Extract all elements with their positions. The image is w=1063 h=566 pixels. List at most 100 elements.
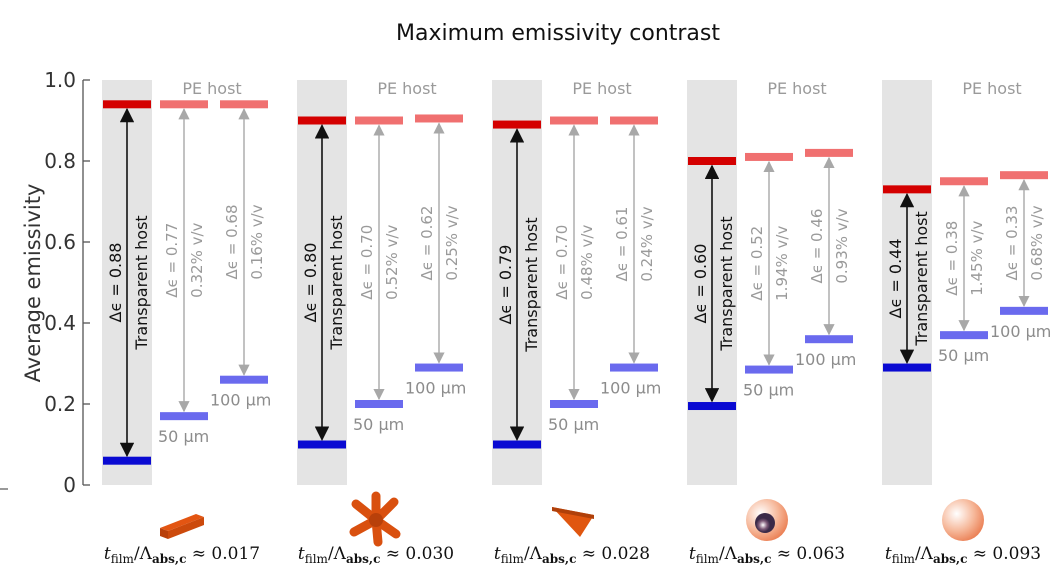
hollow-sphere-particle-icon: [746, 499, 788, 541]
ratio-label: tfilm/Λabs,c ≈ 0.063: [689, 544, 845, 566]
y-tick-label: 0.6: [44, 230, 76, 254]
sphere-particle-icon: [942, 499, 984, 541]
y-axis: 0 0.2 0.4 0.6 0.8 1.0: [0, 68, 90, 497]
pe-high-marker: [940, 177, 988, 186]
particle-size-label: 50 µm: [743, 381, 794, 400]
transparent-high-marker: [493, 120, 541, 129]
pe-concentration-label: 0.93% v/v: [833, 208, 851, 283]
transparent-high-marker: [298, 116, 346, 125]
pe-high-marker: [220, 100, 268, 109]
transparent-delta-label: Δϵ = 0.80: [301, 243, 320, 323]
pe-low-marker: [415, 363, 463, 372]
group-1: PE host Δϵ = 0.88 Transparent host Δϵ = 0.7…: [103, 79, 271, 465]
ratio-label: tfilm/Λabs,c ≈ 0.028: [494, 544, 650, 566]
transparent-low-marker: [298, 440, 346, 449]
ratio-label: tfilm/Λabs,c ≈ 0.030: [298, 544, 454, 566]
star-particle-icon: [349, 491, 401, 547]
pe-low-marker: [550, 400, 598, 408]
particle-size-label: 50 µm: [158, 427, 209, 446]
pe-concentration-label: 0.24% v/v: [638, 206, 656, 281]
particle-size-label: 100 µm: [795, 350, 856, 369]
pe-concentration-label: 0.25% v/v: [443, 205, 461, 280]
pe-high-marker: [415, 114, 463, 123]
group-4: PE host Δϵ = 0.60 Transparent host Δϵ = 0.5…: [688, 79, 856, 411]
pe-delta-label: Δϵ = 0.68: [223, 205, 241, 280]
pe-concentration-label: 0.32% v/v: [188, 222, 206, 297]
transparent-host-label: Transparent host: [132, 215, 151, 350]
pe-low-marker: [220, 375, 268, 384]
pe-high-marker: [550, 116, 598, 125]
particle-size-label: 50 µm: [938, 346, 989, 365]
particle-size-label: 100 µm: [210, 391, 271, 410]
transparent-delta-label: Δϵ = 0.79: [496, 245, 515, 325]
pe-high-marker: [610, 116, 658, 125]
ratio-label: tfilm/Λabs,c ≈ 0.017: [104, 544, 260, 566]
pe-low-marker: [610, 363, 658, 372]
transparent-high-marker: [103, 100, 151, 109]
pe-delta-label: Δϵ = 0.61: [613, 207, 631, 282]
particle-size-label: 50 µm: [353, 415, 404, 434]
pe-delta-label: Δϵ = 0.77: [163, 223, 181, 298]
pe-high-marker: [745, 152, 793, 161]
transparent-delta-label: Δϵ = 0.60: [691, 244, 710, 324]
pe-high-marker: [805, 148, 853, 157]
pe-low-marker: [745, 365, 793, 374]
pe-concentration-label: 0.16% v/v: [248, 204, 266, 279]
transparent-delta-label: Δϵ = 0.44: [886, 238, 905, 318]
pe-low-marker: [160, 412, 208, 421]
pe-high-marker: [355, 116, 403, 125]
pe-low-marker: [355, 400, 403, 408]
pe-host-label: PE host: [572, 79, 631, 98]
transparent-host-label: Transparent host: [522, 217, 541, 352]
y-tick-label: 1.0: [44, 68, 76, 92]
transparent-high-marker: [688, 157, 736, 165]
triangle-particle-icon: [552, 507, 594, 537]
pe-delta-label: Δϵ = 0.46: [808, 209, 826, 284]
pe-high-marker: [160, 100, 208, 109]
pe-host-label: PE host: [182, 79, 241, 98]
group-5: PE host Δϵ = 0.44 Transparent host Δϵ = 0.3…: [883, 79, 1051, 372]
pe-concentration-label: 1.45% v/v: [968, 220, 986, 295]
group-3: PE host Δϵ = 0.79 Transparent host Δϵ = 0.7…: [493, 79, 661, 449]
pe-concentration-label: 0.52% v/v: [383, 225, 401, 300]
pe-delta-label: Δϵ = 0.62: [418, 206, 436, 281]
y-tick-label: 0.2: [44, 392, 76, 416]
pe-high-marker: [1000, 171, 1048, 180]
transparent-low-marker: [493, 440, 541, 449]
pe-delta-label: Δϵ = 0.52: [748, 226, 766, 301]
transparent-high-marker: [883, 185, 931, 194]
group-2: PE host Δϵ = 0.80 Transparent host Δϵ = 0.7…: [298, 79, 466, 449]
pe-concentration-label: 0.48% v/v: [578, 225, 596, 300]
transparent-low-marker: [688, 402, 736, 411]
pe-delta-label: Δϵ = 0.70: [553, 225, 571, 300]
chart-title: Maximum emissivity contrast: [396, 21, 720, 46]
pe-delta-label: Δϵ = 0.38: [943, 221, 961, 296]
pe-low-marker: [940, 331, 988, 340]
y-tick-label: 0.8: [44, 149, 76, 173]
pe-host-label: PE host: [377, 79, 436, 98]
particle-size-label: 100 µm: [990, 322, 1051, 341]
pe-delta-label: Δϵ = 0.33: [1003, 206, 1021, 281]
chart-marks: PE host Δϵ = 0.88 Transparent host Δϵ = 0.7…: [103, 79, 1051, 465]
y-tick-label: 0: [63, 473, 76, 497]
particle-ratio-row: tfilm/Λabs,c ≈ 0.017 tfilm/Λabs,c ≈ 0.030…: [104, 491, 1041, 566]
rod-particle-icon: [160, 514, 204, 539]
pe-host-label: PE host: [767, 79, 826, 98]
pe-low-marker: [805, 335, 853, 344]
particle-size-label: 100 µm: [600, 379, 661, 398]
transparent-low-marker: [103, 456, 151, 465]
pe-delta-label: Δϵ = 0.70: [358, 225, 376, 300]
transparent-low-marker: [883, 363, 931, 372]
pe-concentration-label: 0.68% v/v: [1028, 205, 1046, 280]
transparent-host-label: Transparent host: [717, 216, 736, 351]
transparent-host-label: Transparent host: [912, 211, 931, 346]
y-tick-label: 0.4: [44, 311, 76, 335]
ratio-label: tfilm/Λabs,c ≈ 0.093: [885, 544, 1041, 566]
pe-host-label: PE host: [962, 79, 1021, 98]
y-axis-label: Average emissivity: [21, 184, 45, 383]
pe-concentration-label: 1.94% v/v: [773, 226, 791, 301]
transparent-delta-label: Δϵ = 0.88: [106, 243, 125, 323]
transparent-host-label: Transparent host: [327, 215, 346, 350]
pe-low-marker: [1000, 306, 1048, 315]
